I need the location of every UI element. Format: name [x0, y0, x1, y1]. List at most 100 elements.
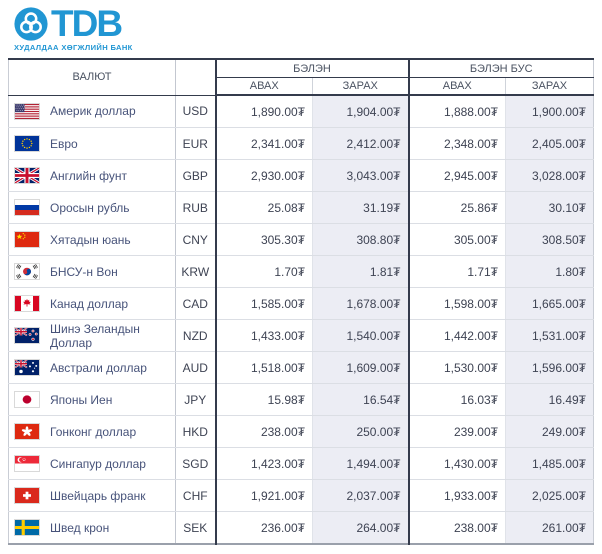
noncash-buy-value: 1,888.00₮	[407, 95, 506, 128]
cash-buy-value: 15.98₮	[215, 383, 313, 416]
currency-code: SGD	[175, 447, 217, 480]
cash-buy-value: 1.70₮	[215, 255, 313, 288]
noncash-sell-value: 1,596.00₮	[504, 351, 594, 384]
flag-rub-icon	[14, 199, 40, 216]
flag-krw-icon	[14, 263, 40, 280]
noncash-sell-header: ЗАРАХ	[504, 77, 594, 96]
currency-name-cell: Оросын рубль	[8, 191, 176, 224]
currency-name-cell: Швейцарь франк	[8, 479, 176, 512]
currency-name: Канад доллар	[50, 296, 129, 311]
currency-name: Гонконг доллар	[50, 424, 137, 439]
rate-row-cny: Хятадын юань CNY 305.30₮ 308.80₮ 305.00₮…	[8, 223, 594, 256]
noncash-buy-value: 25.86₮	[407, 191, 506, 224]
rate-row-hkd: Гонконг доллар HKD 238.00₮ 250.00₮ 239.0…	[8, 415, 594, 448]
noncash-buy-value: 16.03₮	[407, 383, 506, 416]
noncash-buy-value: 1,442.00₮	[407, 319, 506, 352]
cash-sell-value: 2,037.00₮	[312, 479, 409, 512]
rate-row-sgd: Сингапур доллар SGD 1,423.00₮ 1,494.00₮ …	[8, 447, 594, 480]
flag-eur-icon	[14, 135, 40, 152]
currency-column-header: ВАЛЮТ	[8, 59, 176, 96]
cash-buy-value: 1,433.00₮	[215, 319, 313, 352]
currency-code: JPY	[175, 383, 217, 416]
cash-buy-header: АВАХ	[214, 77, 313, 96]
currency-code: EUR	[175, 127, 217, 160]
rate-row-cad: Канад доллар CAD 1,585.00₮ 1,678.00₮ 1,5…	[8, 287, 594, 320]
currency-name: Швед крон	[50, 520, 110, 535]
currency-code: HKD	[175, 415, 217, 448]
cash-sell-value: 2,412.00₮	[312, 127, 409, 160]
cash-sell-value: 264.00₮	[312, 511, 409, 545]
rate-row-nzd: Шинэ Зеландын Доллар NZD 1,433.00₮ 1,540…	[8, 319, 594, 352]
noncash-sell-value: 3,028.00₮	[504, 159, 594, 192]
noncash-group-header: БЭЛЭН БУС	[407, 59, 594, 78]
noncash-sell-value: 261.00₮	[504, 511, 594, 545]
currency-name: Шинэ Зеландын Доллар	[50, 321, 140, 350]
flag-gbp-icon	[14, 167, 40, 184]
rate-row-usd: Америк доллар USD 1,890.00₮ 1,904.00₮ 1,…	[8, 95, 594, 128]
cash-sell-value: 1,540.00₮	[312, 319, 409, 352]
currency-code: CAD	[175, 287, 217, 320]
cash-buy-value: 25.08₮	[215, 191, 313, 224]
cash-buy-value: 1,423.00₮	[215, 447, 313, 480]
flag-nzd-icon	[14, 327, 40, 344]
currency-name-cell: БНСУ-н Вон	[8, 255, 176, 288]
currency-name: Сингапур доллар	[50, 456, 146, 471]
cash-buy-value: 1,890.00₮	[215, 95, 313, 128]
noncash-sell-value: 16.49₮	[504, 383, 594, 416]
rate-row-krw: БНСУ-н Вон KRW 1.70₮ 1.81₮ 1.71₮ 1.80₮	[8, 255, 594, 288]
cash-group-header: БЭЛЭН	[214, 59, 409, 78]
noncash-buy-value: 1,430.00₮	[407, 447, 506, 480]
flag-hkd-icon	[14, 423, 40, 440]
tdb-logo-text: TDB	[51, 3, 123, 44]
tdb-knot-icon	[14, 7, 48, 41]
cash-sell-value: 1,678.00₮	[312, 287, 409, 320]
cash-sell-value: 3,043.00₮	[312, 159, 409, 192]
noncash-buy-value: 1,933.00₮	[407, 479, 506, 512]
noncash-buy-value: 1.71₮	[407, 255, 506, 288]
currency-name-cell: Шинэ Зеландын Доллар	[8, 319, 176, 352]
exchange-rates-table: ВАЛЮТ БЭЛЭН БЭЛЭН БУС АВАХ ЗАРАХ АВАХ ЗА…	[8, 58, 595, 545]
noncash-sell-value: 1,665.00₮	[504, 287, 594, 320]
currency-name: Оросын рубль	[50, 200, 130, 215]
cash-buy-value: 238.00₮	[215, 415, 313, 448]
currency-name-cell: Японы Иен	[8, 383, 176, 416]
currency-name-cell: Швед крон	[8, 511, 176, 545]
currency-name-cell: Америк доллар	[8, 95, 176, 128]
noncash-buy-value: 305.00₮	[407, 223, 506, 256]
cash-buy-value: 1,518.00₮	[215, 351, 313, 384]
cash-buy-value: 2,930.00₮	[215, 159, 313, 192]
noncash-sell-value: 308.50₮	[504, 223, 594, 256]
flag-usd-icon	[14, 102, 40, 120]
rate-row-eur: Евро EUR 2,341.00₮ 2,412.00₮ 2,348.00₮ 2…	[8, 127, 594, 160]
flag-chf-icon	[14, 487, 40, 504]
currency-name: Америк доллар	[50, 104, 136, 119]
currency-name: Швейцарь франк	[50, 488, 146, 503]
cash-buy-value: 1,921.00₮	[215, 479, 313, 512]
rate-row-jpy: Японы Иен JPY 15.98₮ 16.54₮ 16.03₮ 16.49…	[8, 383, 594, 416]
cash-buy-value: 305.30₮	[215, 223, 313, 256]
currency-name-cell: Австрали доллар	[8, 351, 176, 384]
currency-name-cell: Хятадын юань	[8, 223, 176, 256]
currency-code: SEK	[175, 511, 217, 545]
currency-name: Хятадын юань	[50, 232, 131, 247]
cash-sell-header: ЗАРАХ	[312, 77, 409, 96]
cash-sell-value: 1,494.00₮	[312, 447, 409, 480]
tdb-logo[interactable]: TDB ХУДАЛДАА ХӨГЖЛИЙН БАНК	[14, 3, 133, 52]
noncash-buy-value: 239.00₮	[407, 415, 506, 448]
flag-cad-icon	[14, 295, 40, 312]
currency-name-cell: Гонконг доллар	[8, 415, 176, 448]
currency-code: KRW	[175, 255, 217, 288]
noncash-sell-value: 249.00₮	[504, 415, 594, 448]
tdb-tagline: ХУДАЛДАА ХӨГЖЛИЙН БАНК	[14, 43, 133, 52]
currency-name-cell: Сингапур доллар	[8, 447, 176, 480]
cash-sell-value: 250.00₮	[312, 415, 409, 448]
noncash-sell-value: 1.80₮	[504, 255, 594, 288]
noncash-sell-value: 2,405.00₮	[504, 127, 594, 160]
rate-row-sek: Швед крон SEK 236.00₮ 264.00₮ 238.00₮ 26…	[8, 511, 594, 545]
cash-sell-value: 1,609.00₮	[312, 351, 409, 384]
currency-code: CHF	[175, 479, 217, 512]
currency-name: Английн фунт	[50, 168, 127, 183]
currency-name-cell: Евро	[8, 127, 176, 160]
noncash-sell-value: 1,900.00₮	[504, 95, 594, 128]
flag-cny-icon	[14, 231, 40, 248]
